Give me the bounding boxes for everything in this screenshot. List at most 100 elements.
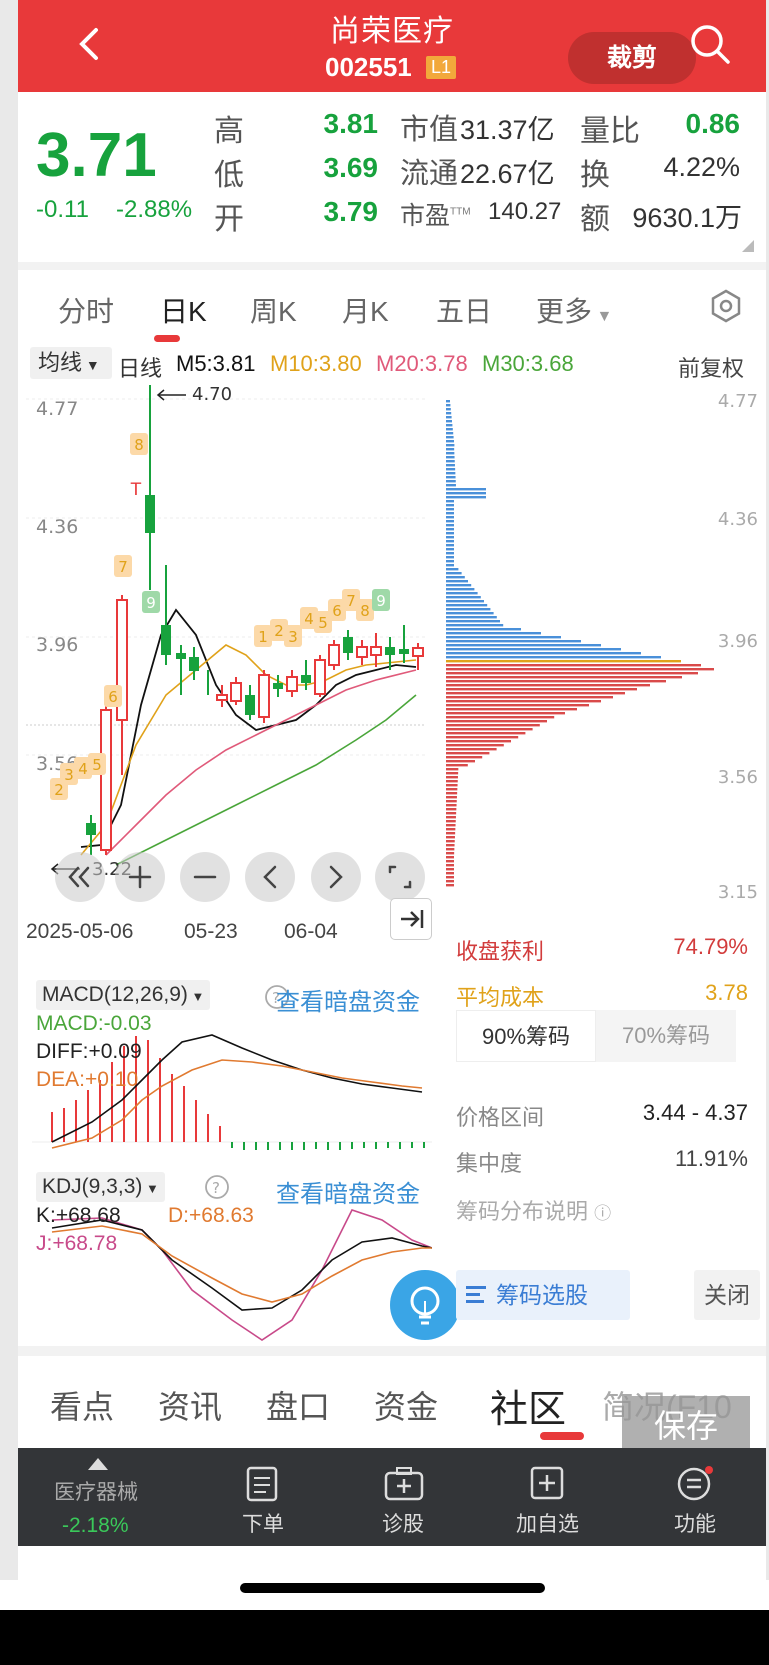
ma-selector[interactable]: 均线 ▼ [30,347,112,379]
chip-bar [446,772,459,775]
functions-nav-item[interactable]: 功能 [640,1448,750,1546]
macd-dark-pool-link[interactable]: 查看暗盘资金 [276,989,420,1016]
open-value: 3.79 [323,196,379,227]
chip-explain-link[interactable]: 筹码分布说明 ⓘ [456,1199,612,1224]
svg-text:8: 8 [134,436,144,454]
svg-text:5: 5 [318,614,328,632]
back-arrow-icon[interactable] [68,22,112,66]
settings-hexagon-icon[interactable] [708,288,744,324]
tab-minute[interactable]: 分时 [58,296,115,327]
diagnose-kit-icon [384,1467,424,1501]
kdj-selector[interactable]: KDJ(9,3,3) ▼ [36,1172,165,1202]
home-indicator[interactable] [240,1583,545,1593]
chip-bar [446,400,450,403]
order-nav-item[interactable]: 下单 [208,1448,318,1546]
chip-bar [446,508,454,511]
svg-text:8: 8 [360,602,370,620]
active-tab-indicator [154,335,180,342]
tab-orderbook[interactable]: 盘口 [266,1389,331,1425]
pe-value: 140.27 [488,198,562,225]
price-change-pct: -2.88% [116,196,193,223]
app-frame: 尚荣医疗 002551 L1 裁剪 3.71 -0.11 -2.88% 高 3.… [18,0,766,1580]
chip-bar [446,668,714,671]
kdj-dark-pool-link[interactable]: 查看暗盘资金 [276,1181,420,1208]
kdj-chart [51,1209,432,1341]
d-value: D:+68.63 [168,1204,254,1227]
float-label: 流通 [400,158,459,190]
chip-bar [446,488,486,491]
chip-bar [446,672,698,675]
header-bar: 尚荣医疗 002551 L1 裁剪 [18,0,766,92]
chip-bar [446,708,577,711]
svg-text:?: ? [212,1179,220,1197]
chip-bar [446,820,456,823]
chip-bar [446,484,456,487]
chip-bar [446,728,533,731]
chip-bar [446,452,455,455]
y-label-1: 4.77 [36,398,78,420]
y-label-2: 4.36 [36,516,78,538]
tab-community[interactable]: 社区 [490,1389,567,1431]
save-button[interactable]: 保存 [622,1396,750,1456]
svg-text:6: 6 [332,602,342,620]
tab-daily-k[interactable]: 日K [160,296,207,327]
tab-monthly-k[interactable]: 月K [342,296,389,327]
chip-bar [446,436,454,439]
chip-bar [446,544,454,547]
help-icon[interactable]: ? [204,1174,230,1200]
active-content-tab-indicator [540,1432,584,1440]
chip-bar [446,732,526,735]
chip-bar [446,824,456,827]
order-label: 下单 [242,1513,284,1536]
chip-bar [446,784,458,787]
chip-bar [446,512,454,515]
tab-more[interactable]: 更多 ▼ [536,296,613,327]
sector-nav-item[interactable]: 医疗器械 -2.18% [18,1448,178,1546]
macd-selector[interactable]: MACD(12,26,9) ▼ [36,980,211,1010]
svg-text:4: 4 [78,760,88,778]
idea-button[interactable] [390,1270,460,1340]
tab-weekly-k[interactable]: 周K [250,296,297,327]
jump-to-latest-button[interactable] [390,898,432,940]
chip-bar [446,516,454,519]
chip-bar [446,880,454,883]
period-tabs: 分时 日K 周K 月K 五日 更多 ▼ [18,270,766,342]
add-watch-nav-item[interactable]: 加自选 [488,1448,608,1546]
tab-five-day[interactable]: 五日 [436,296,493,327]
open-label: 开 [214,203,244,236]
pe-label: 市盈TTM [400,202,471,230]
chip-select-button[interactable]: 筹码选股 [456,1270,630,1320]
chip-bar [446,536,454,539]
search-icon[interactable] [688,22,732,66]
svg-text:9: 9 [376,592,386,610]
crop-button[interactable]: 裁剪 [568,32,696,84]
chip-bar [446,748,497,751]
chip-bar [446,612,494,615]
kline-chart[interactable]: 4.77 4.36 3.96 3.56 [26,385,426,890]
low-value: 3.69 [323,152,379,183]
chip-bar [446,520,454,523]
chip-close-button[interactable]: 关闭 [694,1270,760,1320]
profit-value: 74.79% [673,934,748,959]
diff-value: DIFF:+0.09 [36,1040,142,1063]
diagnose-nav-item[interactable]: 诊股 [348,1448,458,1546]
chip-bar [446,808,457,811]
chip-bar [446,884,454,887]
corner-expand-icon [742,240,754,252]
svg-text:3: 3 [64,766,74,784]
chip-bar [446,764,468,767]
tab-funds[interactable]: 资金 [374,1389,439,1425]
chip-bar [446,472,456,475]
tab-chip-70[interactable]: 70%筹码 [621,1023,711,1048]
tab-news[interactable]: 资讯 [158,1389,223,1425]
chip-bar [446,548,454,551]
tab-chip-90[interactable]: 90%筹码 [456,1010,596,1062]
chip-bar [446,828,456,831]
svg-text:3: 3 [288,628,298,646]
chip-bar [446,852,455,855]
period-label: 日线 [118,356,163,381]
chip-bar [446,500,454,503]
adjust-mode[interactable]: 前复权 [678,356,745,381]
help-icon[interactable]: ? [264,984,290,1010]
tab-highlights[interactable]: 看点 [50,1389,115,1425]
